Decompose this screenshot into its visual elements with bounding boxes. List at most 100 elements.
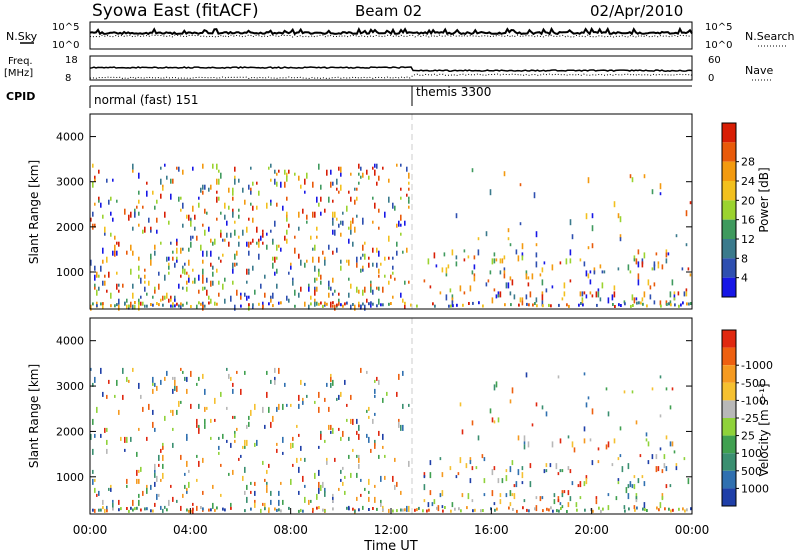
range-gate-cell xyxy=(256,205,258,210)
range-gate-cell xyxy=(138,499,140,506)
range-gate-cell xyxy=(318,271,320,277)
range-gate-cell xyxy=(282,499,284,505)
range-gate-cell xyxy=(266,481,268,485)
colorbar-tick-label: -1000 xyxy=(741,359,773,372)
range-gate-cell xyxy=(94,223,96,228)
range-gate-cell xyxy=(368,436,370,443)
range-gate-cell xyxy=(248,295,250,299)
range-gate-cell xyxy=(244,292,246,297)
range-gate-cell xyxy=(150,229,152,233)
range-gate-cell xyxy=(558,303,560,307)
velocity-scatter xyxy=(90,367,692,514)
range-gate-cell xyxy=(128,509,130,513)
range-gate-cell xyxy=(296,457,298,463)
range-gate-cell xyxy=(238,457,240,461)
colorbar-swatch xyxy=(722,161,736,181)
range-gate-cell xyxy=(126,250,128,255)
range-gate-cell xyxy=(150,509,152,513)
range-gate-cell xyxy=(427,258,430,265)
range-gate-cell xyxy=(156,302,158,305)
range-gate-cell xyxy=(160,448,162,453)
range-gate-cell xyxy=(190,509,192,513)
range-gate-cell xyxy=(142,229,144,234)
range-gate-cell xyxy=(140,394,142,399)
colorbar-tick-label: 28 xyxy=(741,156,755,169)
range-gate-cell xyxy=(332,199,334,203)
range-gate-cell xyxy=(116,283,118,290)
range-gate-cell xyxy=(402,424,404,431)
range-gate-cell xyxy=(212,502,214,509)
range-gate-cell xyxy=(553,499,556,505)
range-gate-cell xyxy=(280,509,282,513)
range-gate-cell xyxy=(90,259,92,266)
range-gate-cell xyxy=(138,304,140,311)
y-tick-label: 4000 xyxy=(56,131,84,144)
range-gate-cell xyxy=(368,175,370,180)
range-gate-cell xyxy=(234,430,236,434)
range-gate-cell xyxy=(629,481,632,488)
range-gate-cell xyxy=(483,478,486,484)
range-gate-cell xyxy=(198,376,200,381)
range-gate-cell xyxy=(664,507,666,511)
range-gate-cell xyxy=(212,271,214,277)
range-gate-cell xyxy=(525,270,528,276)
range-gate-cell xyxy=(340,303,342,307)
range-gate-cell xyxy=(318,391,320,398)
range-gate-cell xyxy=(358,433,360,440)
range-gate-cell xyxy=(294,304,296,308)
range-gate-cell xyxy=(270,202,272,206)
range-gate-cell xyxy=(491,258,494,265)
range-gate-cell xyxy=(499,258,502,264)
range-gate-cell xyxy=(635,499,638,503)
range-gate-cell xyxy=(224,202,226,209)
range-gate-cell xyxy=(360,256,362,260)
range-gate-cell xyxy=(653,264,656,271)
range-gate-cell xyxy=(404,508,406,512)
range-gate-cell xyxy=(204,286,206,290)
range-gate-cell xyxy=(350,220,352,224)
range-gate-cell xyxy=(314,277,316,283)
range-gate-cell xyxy=(224,277,226,282)
range-gate-cell xyxy=(250,187,252,192)
range-gate-cell xyxy=(497,294,500,298)
range-gate-cell xyxy=(332,217,334,221)
range-gate-cell xyxy=(182,268,184,274)
range-gate-cell xyxy=(491,490,494,497)
range-gate-cell xyxy=(511,279,514,286)
colorbar-tick-label: 25 xyxy=(741,430,755,443)
range-gate-cell xyxy=(248,303,250,307)
range-gate-cell xyxy=(330,169,332,175)
range-gate-cell xyxy=(675,466,678,471)
range-gate-cell xyxy=(150,226,152,232)
range-gate-cell xyxy=(541,291,544,296)
range-gate-cell xyxy=(503,273,506,279)
range-gate-cell xyxy=(288,271,290,275)
range-gate-cell xyxy=(310,295,312,300)
range-gate-cell xyxy=(178,400,180,407)
range-gate-cell xyxy=(406,505,408,512)
range-gate-cell xyxy=(344,379,346,385)
range-gate-cell xyxy=(162,472,164,479)
range-gate-cell xyxy=(212,484,214,489)
range-gate-cell xyxy=(284,382,286,387)
range-gate-cell xyxy=(188,277,190,283)
range-gate-cell xyxy=(120,507,122,511)
range-gate-cell xyxy=(518,303,520,307)
range-gate-cell xyxy=(210,298,212,304)
range-gate-cell xyxy=(254,289,256,295)
range-gate-cell xyxy=(146,436,148,441)
range-gate-cell xyxy=(104,274,106,278)
range-gate-cell xyxy=(200,187,202,193)
range-gate-cell xyxy=(182,286,184,290)
range-gate-cell xyxy=(352,507,354,511)
range-gate-cell xyxy=(400,223,402,227)
range-gate-cell xyxy=(521,481,524,485)
range-gate-cell xyxy=(272,238,274,243)
range-gate-cell xyxy=(168,256,170,261)
range-gate-cell xyxy=(332,292,334,296)
range-gate-cell xyxy=(172,178,174,184)
range-gate-cell xyxy=(232,196,234,201)
range-gate-cell xyxy=(216,217,218,221)
range-gate-cell xyxy=(228,205,230,210)
